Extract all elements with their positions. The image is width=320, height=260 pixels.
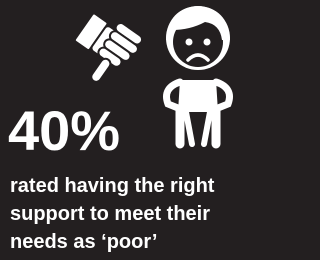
infographic: 40% rated having the right support to me… (0, 0, 279, 260)
caption-line: support to meet their (10, 203, 210, 225)
caption-line: rated having the right (10, 175, 215, 197)
page: 40% rated having the right support to me… (0, 0, 320, 260)
caption-line: needs as ‘poor’ (10, 231, 157, 253)
stat-value: 40% (8, 99, 120, 162)
